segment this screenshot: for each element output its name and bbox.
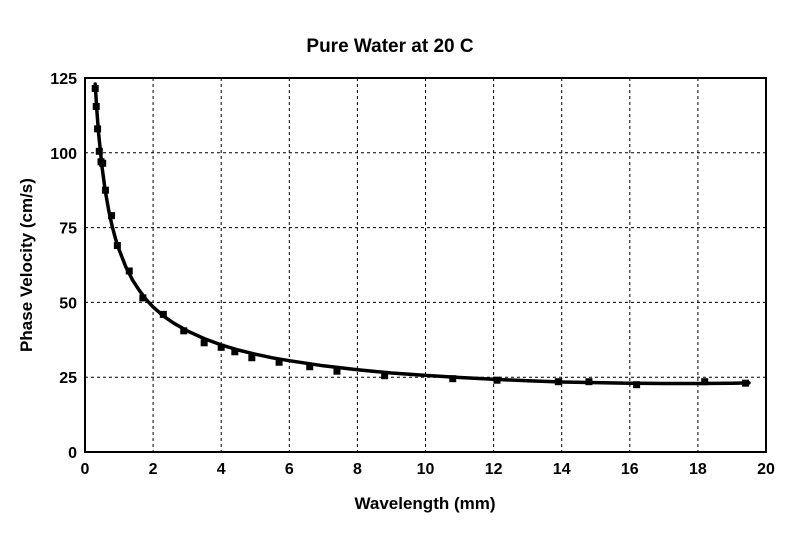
data-point	[99, 159, 107, 167]
plot-frame	[84, 77, 767, 453]
data-point	[633, 381, 641, 389]
x-tick-label: 6	[285, 461, 294, 478]
y-axis-label: Phase Velocity (cm/s)	[17, 178, 36, 352]
data-point	[248, 354, 256, 362]
x-axis: 0 2 4 6 8 10 12 14 16 18 20	[81, 461, 775, 478]
data-point	[92, 102, 100, 110]
grid-lines	[85, 78, 766, 452]
data-point	[91, 84, 99, 92]
data-point	[159, 310, 167, 318]
data-point	[101, 186, 109, 194]
x-tick-label: 10	[417, 461, 435, 478]
y-axis: 0 25 50 75 100 125	[50, 71, 77, 462]
y-tick-label: 0	[68, 445, 77, 462]
data-point	[381, 372, 389, 380]
data-point	[139, 294, 147, 302]
y-tick-label: 100	[50, 146, 77, 163]
data-point	[333, 367, 341, 375]
data-point	[306, 363, 314, 371]
y-tick-label: 75	[59, 221, 77, 238]
x-tick-label: 2	[149, 461, 158, 478]
chart-title: Pure Water at 20 C	[306, 36, 473, 57]
data-point	[449, 375, 457, 383]
theory-curve	[93, 82, 751, 386]
x-tick-label: 20	[757, 461, 775, 478]
data-point	[585, 378, 593, 386]
x-tick-label: 14	[553, 461, 571, 478]
data-point	[108, 212, 116, 220]
x-tick-label: 12	[485, 461, 503, 478]
x-tick-label: 0	[81, 461, 90, 478]
data-point	[180, 327, 188, 335]
theory-series	[93, 82, 751, 386]
data-point	[275, 358, 283, 366]
y-tick-label: 50	[59, 295, 77, 312]
data-point	[554, 378, 562, 386]
x-tick-label: 8	[353, 461, 362, 478]
measured-series	[91, 84, 750, 389]
data-point	[94, 125, 102, 133]
x-tick-label: 16	[621, 461, 639, 478]
data-point	[200, 339, 208, 347]
data-point	[95, 147, 103, 155]
y-tick-label: 125	[50, 71, 77, 88]
data-point	[701, 378, 709, 386]
x-tick-label: 18	[689, 461, 707, 478]
data-point	[113, 242, 121, 250]
x-tick-label: 4	[217, 461, 226, 478]
data-point	[231, 348, 239, 356]
data-point	[493, 376, 501, 384]
data-point	[217, 343, 225, 351]
data-point	[742, 379, 750, 387]
y-tick-label: 25	[59, 370, 77, 387]
data-point	[125, 267, 133, 275]
x-axis-label: Wavelength (mm)	[354, 494, 495, 513]
